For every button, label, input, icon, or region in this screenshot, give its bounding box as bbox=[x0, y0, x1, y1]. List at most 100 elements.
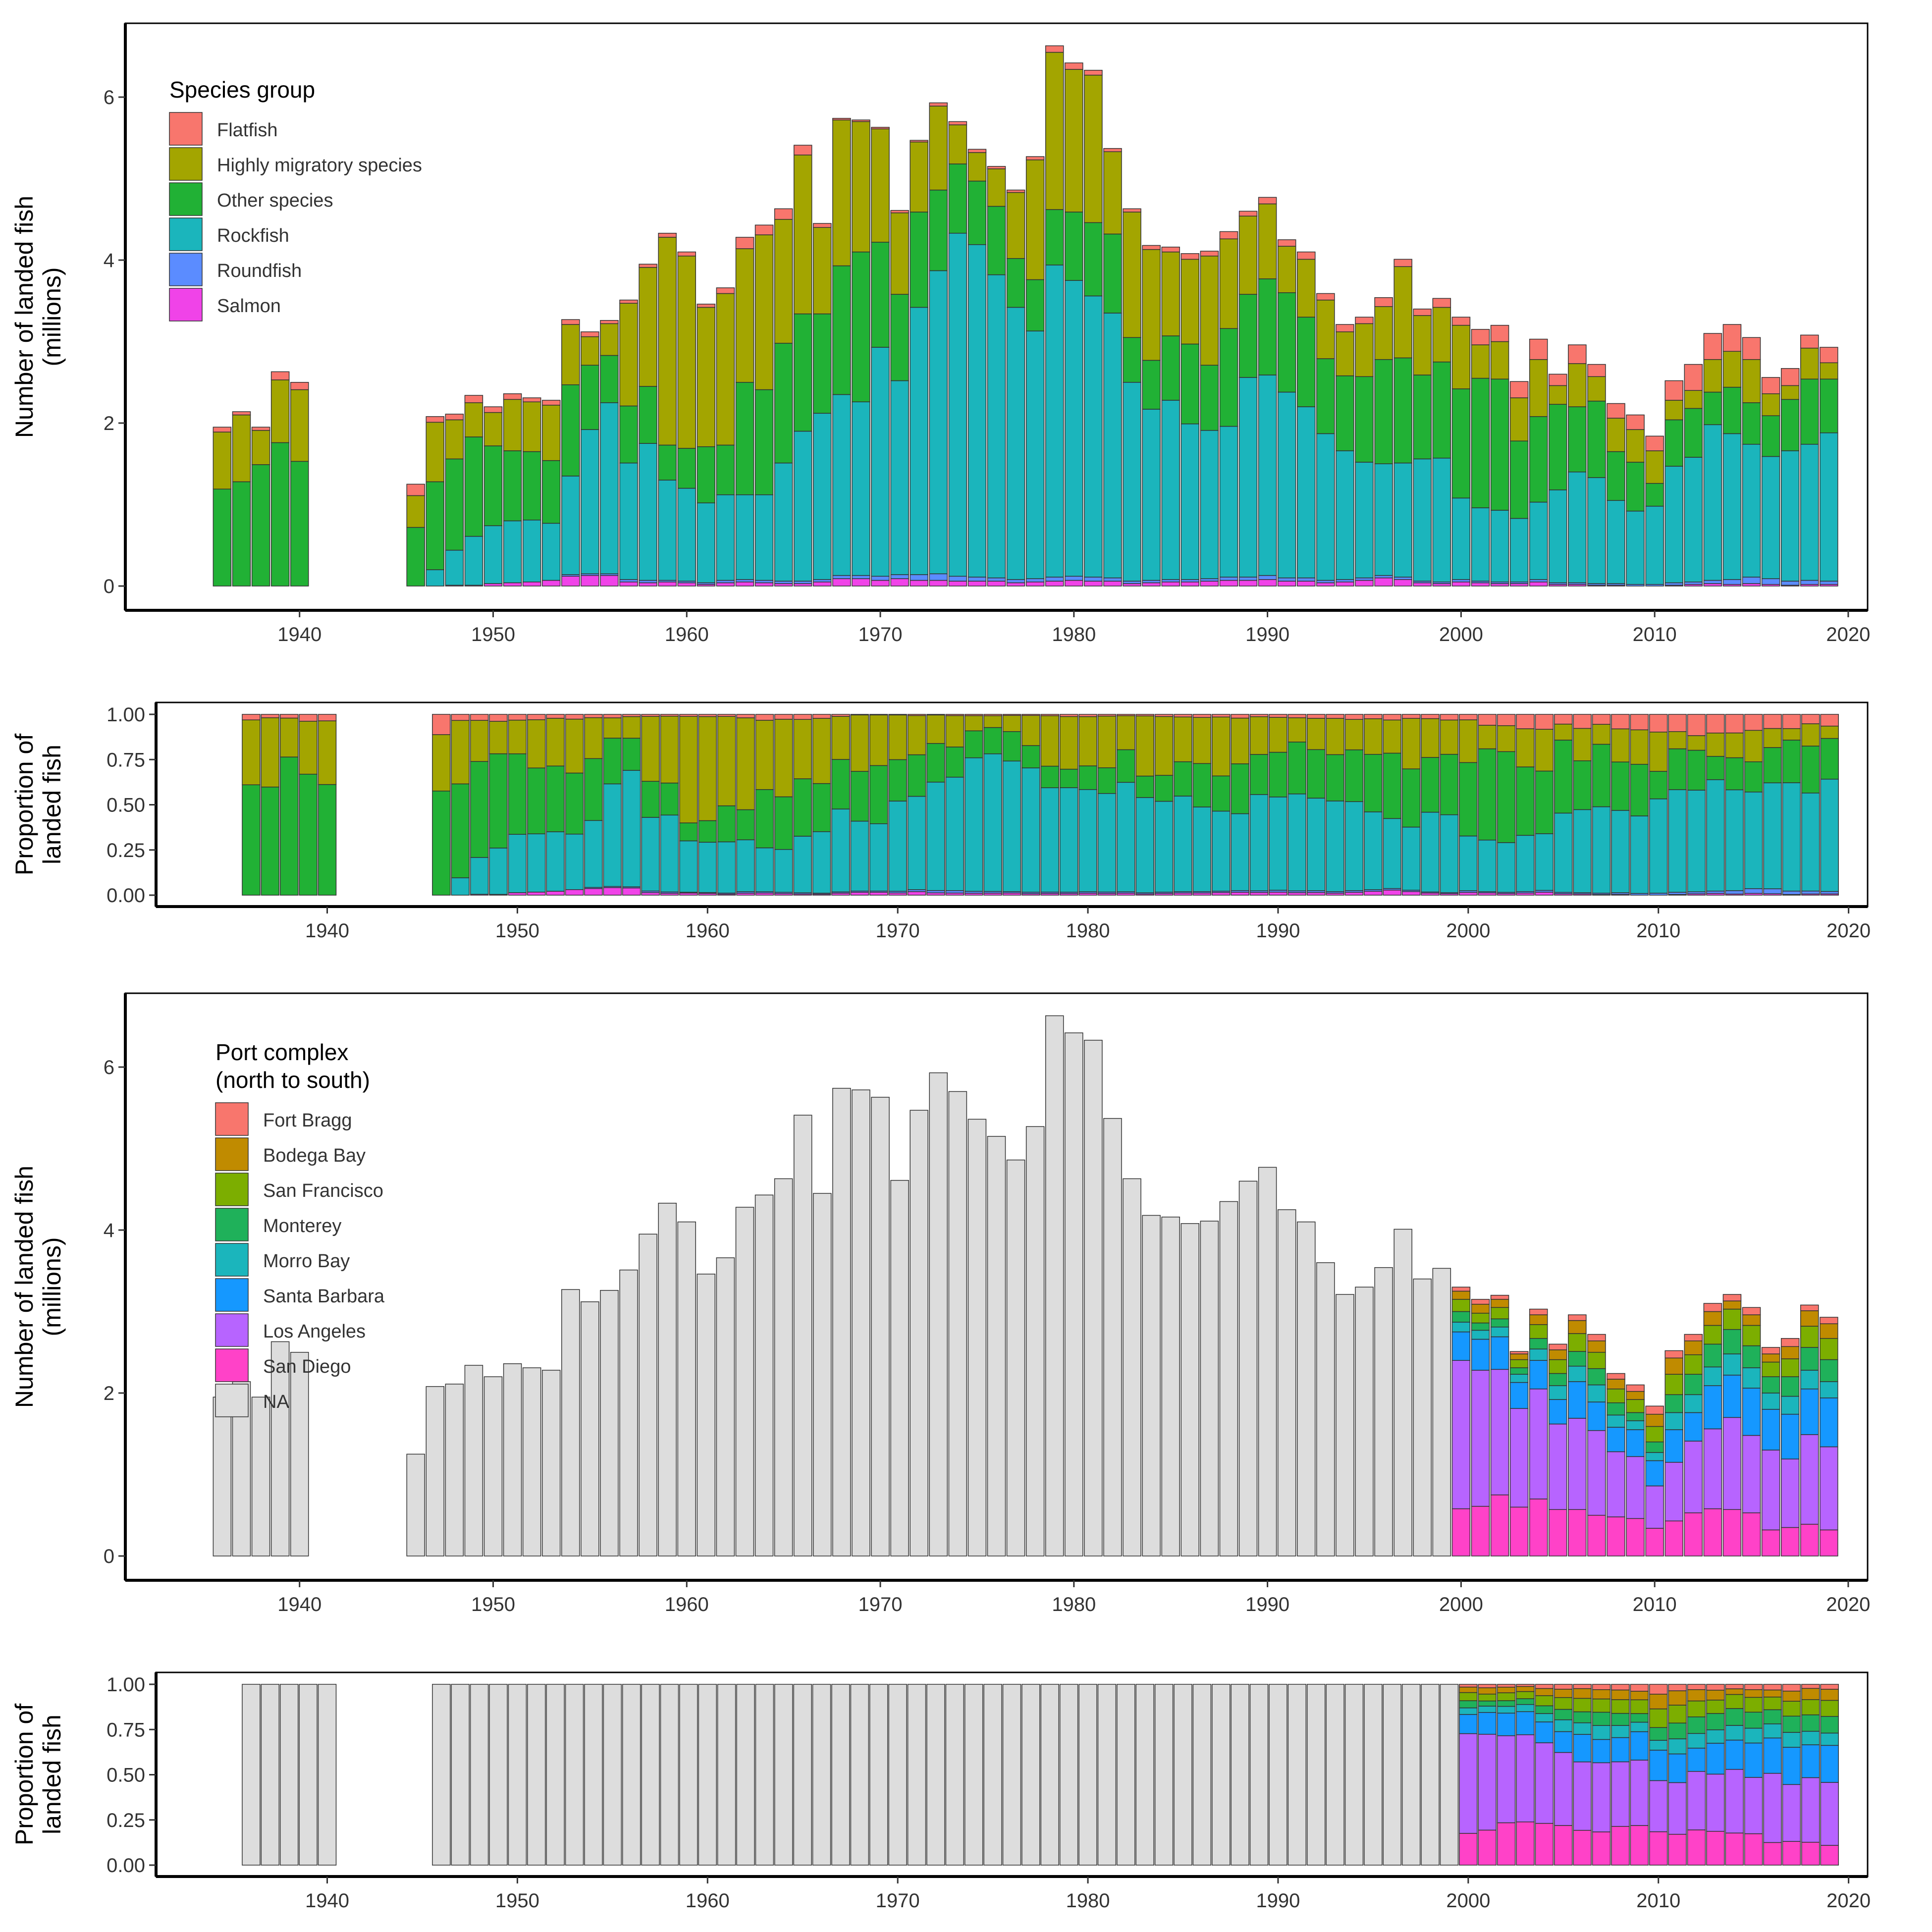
bar-segment bbox=[698, 716, 717, 821]
bar-segment bbox=[1761, 1409, 1780, 1450]
bar-segment bbox=[1744, 1777, 1763, 1834]
bar-segment bbox=[1626, 1429, 1645, 1457]
bar-segment bbox=[1742, 577, 1761, 584]
bar-segment bbox=[793, 155, 812, 315]
bar-segment bbox=[1497, 842, 1516, 893]
bar-segment bbox=[232, 481, 251, 587]
bar-segment bbox=[1040, 787, 1060, 893]
bar-segment bbox=[565, 833, 584, 890]
bar-segment bbox=[852, 575, 870, 579]
bar-segment bbox=[929, 106, 948, 191]
bar-segment bbox=[1549, 1399, 1567, 1425]
bar-segment bbox=[1355, 462, 1374, 579]
bar-segment bbox=[270, 371, 290, 380]
bar-segment bbox=[451, 783, 470, 878]
bar-segment bbox=[1181, 1223, 1200, 1556]
bar-segment bbox=[1478, 1712, 1497, 1735]
bar-segment bbox=[926, 782, 945, 891]
bar-segment bbox=[1800, 1389, 1819, 1435]
y-axis-title-line: Number of landed fish bbox=[10, 196, 38, 438]
bar-segment bbox=[1529, 416, 1548, 503]
bar-segment bbox=[1451, 582, 1471, 587]
y-tick-label: 0.25 bbox=[107, 840, 145, 861]
bar-segment bbox=[1592, 1725, 1611, 1740]
bar-segment bbox=[242, 784, 261, 896]
bar-segment bbox=[754, 224, 774, 235]
bar-segment bbox=[1084, 581, 1103, 587]
bar-segment bbox=[1722, 1294, 1742, 1301]
bar-segment bbox=[603, 714, 622, 718]
bar-segment bbox=[1212, 716, 1231, 777]
x-tick-label: 1960 bbox=[665, 1594, 709, 1615]
bar-segment bbox=[987, 577, 1006, 582]
bar-segment bbox=[561, 1289, 580, 1556]
bar-segment bbox=[1269, 1684, 1288, 1866]
bar-segment bbox=[451, 877, 470, 896]
bar-segment bbox=[1471, 377, 1490, 508]
bar-segment bbox=[1471, 582, 1490, 587]
bar-segment bbox=[831, 1684, 850, 1866]
bar-segment bbox=[967, 244, 987, 578]
bar-segment bbox=[451, 720, 470, 785]
bar-segment bbox=[1238, 211, 1258, 216]
bar-segment bbox=[1535, 1721, 1554, 1743]
bar-segment bbox=[1722, 579, 1742, 585]
bar-segment bbox=[1820, 1446, 1838, 1531]
bar-segment bbox=[1123, 337, 1141, 383]
bar-segment bbox=[1117, 715, 1135, 751]
bar-segment bbox=[658, 232, 677, 238]
x-tick-label: 1950 bbox=[471, 624, 515, 645]
bar-segment bbox=[1135, 1684, 1154, 1866]
bar-segment bbox=[717, 1684, 736, 1866]
bar-segment bbox=[1780, 1458, 1800, 1528]
bar-segment bbox=[1626, 1384, 1645, 1392]
x-tick-label: 1970 bbox=[859, 1594, 903, 1615]
bar-segment bbox=[948, 124, 967, 164]
bar-segment bbox=[1123, 1178, 1141, 1556]
bar-segment bbox=[1025, 582, 1045, 587]
bar-segment bbox=[1471, 1505, 1490, 1556]
bar-segment bbox=[677, 448, 697, 489]
bar-segment bbox=[1800, 1524, 1819, 1556]
bar-segment bbox=[1725, 1684, 1744, 1689]
bar-segment bbox=[1288, 714, 1307, 718]
bar-segment bbox=[1725, 732, 1744, 758]
bar-segment bbox=[1763, 782, 1782, 889]
bar-segment bbox=[948, 121, 967, 125]
bar-segment bbox=[1664, 1394, 1683, 1413]
bar-segment bbox=[489, 714, 508, 722]
x-tick-label: 1950 bbox=[495, 920, 539, 942]
bar-segment bbox=[1401, 768, 1421, 828]
bar-segment bbox=[619, 299, 638, 304]
bar-segment bbox=[489, 848, 508, 895]
bar-segment bbox=[1516, 1698, 1535, 1705]
bar-segment bbox=[1549, 1385, 1567, 1400]
bar-segment bbox=[1668, 714, 1687, 732]
bar-segment bbox=[754, 234, 774, 390]
bar-segment bbox=[1554, 723, 1573, 741]
bar-segment bbox=[1219, 328, 1238, 427]
bar-segment bbox=[736, 809, 755, 841]
legend-label: Santa Barbara bbox=[263, 1286, 385, 1307]
bar-segment bbox=[1471, 329, 1490, 345]
bar-segment bbox=[774, 849, 793, 893]
bar-segment bbox=[1478, 840, 1497, 892]
bar-segment bbox=[1820, 1338, 1838, 1360]
bar-segment bbox=[948, 232, 967, 577]
bar-segment bbox=[871, 347, 890, 577]
bar-segment bbox=[1607, 1427, 1625, 1452]
bar-segment bbox=[1801, 1684, 1820, 1689]
bar-segment bbox=[1478, 748, 1497, 841]
bar-segment bbox=[1611, 810, 1630, 893]
bar-segment bbox=[850, 892, 869, 896]
bar-segment bbox=[1664, 1462, 1683, 1522]
bar-segment bbox=[1478, 1700, 1497, 1707]
bar-segment bbox=[1780, 1338, 1800, 1347]
bar-segment bbox=[622, 770, 641, 887]
bar-segment bbox=[1649, 1694, 1668, 1710]
bar-segment bbox=[1668, 1833, 1687, 1866]
bar-segment bbox=[1269, 892, 1288, 896]
bar-segment bbox=[1549, 1373, 1567, 1386]
bar-segment bbox=[1142, 409, 1161, 581]
bar-segment bbox=[716, 494, 735, 581]
